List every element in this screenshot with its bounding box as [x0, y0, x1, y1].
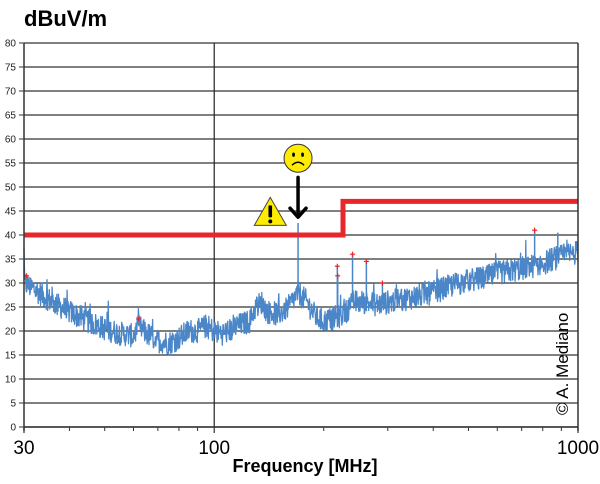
x-axis-title: Frequency [MHz] [232, 456, 378, 476]
svg-text:50: 50 [5, 183, 17, 194]
svg-text:55: 55 [5, 159, 17, 170]
svg-text:35: 35 [5, 255, 17, 266]
peak-markers [24, 227, 538, 322]
svg-text:75: 75 [5, 63, 17, 74]
svg-text:100: 100 [198, 438, 230, 459]
svg-text:1000: 1000 [557, 438, 599, 459]
svg-text:10: 10 [5, 375, 17, 386]
svg-text:0: 0 [10, 423, 16, 434]
warning-icon [253, 196, 288, 226]
svg-text:25: 25 [5, 303, 17, 314]
axes: 30 100 1000 [13, 43, 599, 459]
svg-text:20: 20 [5, 327, 17, 338]
y-axis-unit-label: dBuV/m [24, 6, 108, 31]
emission-trace [23, 223, 579, 356]
svg-text:40: 40 [5, 231, 17, 242]
annotations [253, 143, 313, 226]
svg-text:5: 5 [10, 399, 16, 410]
svg-text:30: 30 [5, 279, 17, 290]
svg-text:45: 45 [5, 207, 17, 218]
svg-text:60: 60 [5, 135, 17, 146]
svg-text:80: 80 [5, 39, 17, 50]
svg-text:65: 65 [5, 111, 17, 122]
svg-text:15: 15 [5, 351, 17, 362]
svg-text:70: 70 [5, 87, 17, 98]
copyright-label: © A. Mediano [553, 312, 572, 415]
svg-text:30: 30 [13, 438, 34, 459]
sad-face-icon [283, 143, 313, 173]
limit-line [24, 198, 578, 238]
down-arrow-icon [288, 175, 308, 219]
